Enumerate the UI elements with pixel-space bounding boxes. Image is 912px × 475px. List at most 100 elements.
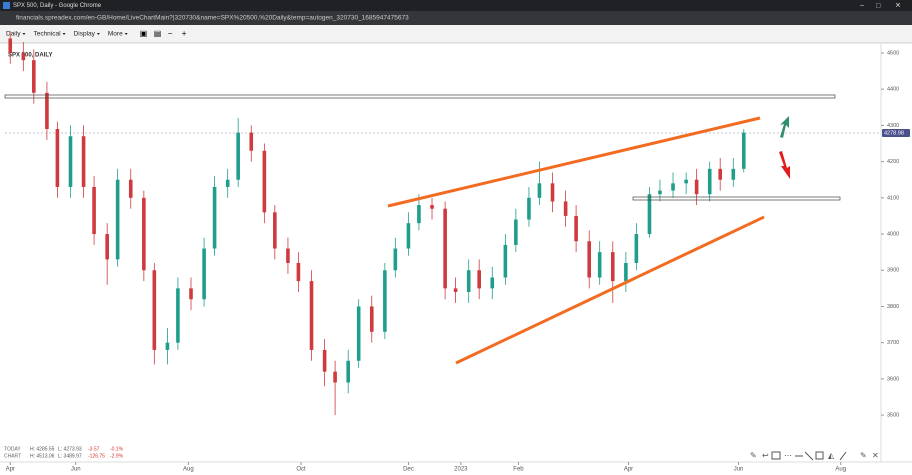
candle-body <box>634 234 639 264</box>
candle-body <box>587 241 592 278</box>
toolbar-menu[interactable]: Display <box>74 31 96 38</box>
candle-body <box>731 168 736 180</box>
toolbar-menu[interactable]: More <box>108 31 123 38</box>
toolbar-menu[interactable]: Daily <box>6 31 21 38</box>
resistance-zone <box>4 94 836 99</box>
candle-body <box>527 197 531 220</box>
y-tick-label: 4100 <box>887 195 899 201</box>
candle-body <box>417 205 421 224</box>
candle-body <box>92 186 96 235</box>
up-arrow <box>780 116 789 138</box>
candle-body <box>165 342 170 350</box>
candle-body <box>309 281 314 350</box>
candle-body <box>273 212 277 249</box>
stat-change: -3.57 <box>88 446 100 452</box>
window-title: SPX 500, Daily - Google Chrome <box>13 3 102 9</box>
candle-body <box>128 179 133 198</box>
candle-body <box>45 92 49 130</box>
candle-body <box>21 52 26 61</box>
candle-body <box>597 252 602 278</box>
y-tick-label: 4200 <box>887 159 899 165</box>
toolbar-menu[interactable]: Technical <box>33 31 61 38</box>
toolbar <box>0 25 912 43</box>
tool[interactable] <box>839 451 847 461</box>
tool[interactable]: ◭ <box>828 451 835 460</box>
y-tick-label: 3800 <box>887 304 899 310</box>
candle-body <box>503 244 508 278</box>
candle-body <box>453 288 458 292</box>
candle-body <box>212 186 217 249</box>
title-bar <box>0 0 912 11</box>
stat-label: TODAY <box>4 446 21 452</box>
x-tick-label: 2023 <box>454 467 468 473</box>
candle-body <box>189 288 193 300</box>
candle-body <box>152 270 157 350</box>
candle-body <box>356 306 361 361</box>
candle-body <box>249 132 254 151</box>
candle-body <box>225 179 230 187</box>
candle-body <box>105 234 109 260</box>
toolbar-icon[interactable]: ▤ <box>154 29 162 38</box>
maximize[interactable]: □ <box>876 2 881 9</box>
candle-body <box>671 183 675 191</box>
dropdown-caret <box>96 33 100 35</box>
candle-body <box>393 248 398 271</box>
tool[interactable]: ✎ <box>750 451 757 460</box>
stat-change: -126.75 <box>88 453 105 459</box>
candle-body <box>741 132 746 169</box>
tool[interactable]: ✕ <box>872 451 879 460</box>
y-tick-label: 4400 <box>887 87 899 93</box>
drawing-tools: ✎ ↩ ⋯ ◭ ✎ ✕ <box>750 451 879 461</box>
x-tick-label: Jun <box>71 467 81 473</box>
candle-body <box>202 248 206 300</box>
lower-trendline <box>455 215 765 365</box>
x-tick-label: Aug <box>183 467 194 473</box>
x-tick-label: Oct <box>296 467 306 473</box>
last-price-box <box>882 129 910 138</box>
candle-body <box>115 179 120 260</box>
stat-pct: -0.1% <box>110 446 124 452</box>
y-tick-label: 3700 <box>887 340 899 346</box>
candle-body <box>68 136 73 187</box>
stat-low: L: 3489.97 <box>58 453 82 459</box>
tool[interactable]: ⋯ <box>784 451 792 460</box>
candle-body <box>406 223 411 249</box>
candle-body <box>262 150 267 213</box>
candle-body <box>176 288 180 343</box>
candle-body <box>55 129 60 187</box>
candle-body <box>684 179 688 184</box>
tool[interactable] <box>815 451 824 460</box>
candle-body <box>8 38 13 53</box>
tool[interactable]: ↩ <box>762 451 769 460</box>
candle-body <box>142 197 146 271</box>
support-zone <box>632 196 841 201</box>
candle-body <box>694 179 699 195</box>
y-tick-label: 4000 <box>887 231 899 237</box>
candle-body <box>658 190 662 195</box>
tool[interactable]: ✎ <box>860 451 867 460</box>
upper-trendline <box>387 116 761 208</box>
x-tick-label: Dec <box>403 467 414 473</box>
toolbar-icon[interactable]: ▣ <box>140 29 148 38</box>
candle-body <box>286 248 290 264</box>
candle-body <box>430 205 434 209</box>
x-tick-label: Jun <box>734 467 744 473</box>
candle-body <box>443 208 447 289</box>
chart-title: SPX 500, DAILY <box>8 53 52 59</box>
url[interactable]: financials.spreadex.com/en-GB/Home/LiveC… <box>16 15 409 22</box>
stat-pct: -2.9% <box>110 453 124 459</box>
tool[interactable] <box>771 451 781 460</box>
toolbar-icon[interactable]: + <box>182 29 187 38</box>
minimize[interactable]: – <box>860 2 864 9</box>
y-tick-label: 4300 <box>887 123 899 129</box>
y-tick-label: 3900 <box>887 268 899 274</box>
candle-body <box>296 263 301 282</box>
close[interactable]: ✕ <box>895 2 901 9</box>
toolbar-icon[interactable]: − <box>168 29 173 38</box>
stat-label: CHART <box>4 453 21 459</box>
x-tick-label: Apr <box>6 467 15 473</box>
tool[interactable] <box>804 451 814 461</box>
candle-body <box>333 371 337 383</box>
candle-body <box>466 270 471 292</box>
